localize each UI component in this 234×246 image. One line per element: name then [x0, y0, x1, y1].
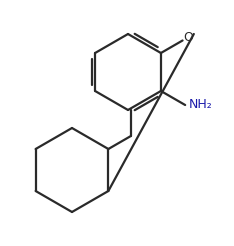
Text: NH₂: NH₂ — [189, 98, 213, 111]
Text: O: O — [183, 31, 193, 44]
